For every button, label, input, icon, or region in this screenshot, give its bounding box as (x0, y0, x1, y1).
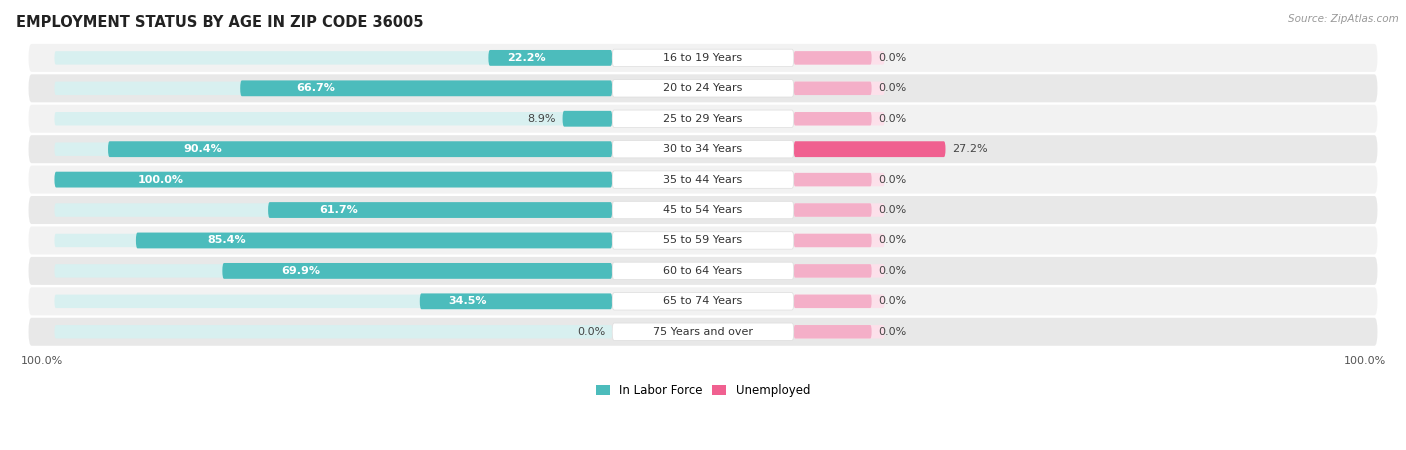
FancyBboxPatch shape (794, 295, 872, 308)
Text: 55 to 59 Years: 55 to 59 Years (664, 235, 742, 245)
FancyBboxPatch shape (28, 196, 1378, 224)
FancyBboxPatch shape (55, 173, 612, 186)
FancyBboxPatch shape (794, 51, 872, 65)
FancyBboxPatch shape (794, 112, 884, 126)
FancyBboxPatch shape (28, 74, 1378, 102)
FancyBboxPatch shape (488, 50, 612, 66)
FancyBboxPatch shape (794, 51, 884, 65)
Text: 0.0%: 0.0% (879, 205, 907, 215)
FancyBboxPatch shape (612, 232, 794, 249)
FancyBboxPatch shape (55, 203, 612, 217)
Text: 100.0%: 100.0% (138, 175, 184, 184)
FancyBboxPatch shape (28, 135, 1378, 163)
FancyBboxPatch shape (794, 112, 872, 126)
FancyBboxPatch shape (240, 81, 612, 96)
FancyBboxPatch shape (136, 233, 612, 248)
FancyBboxPatch shape (222, 263, 612, 279)
FancyBboxPatch shape (28, 166, 1378, 194)
FancyBboxPatch shape (612, 49, 794, 67)
FancyBboxPatch shape (794, 81, 872, 95)
FancyBboxPatch shape (794, 234, 884, 247)
FancyBboxPatch shape (612, 140, 794, 158)
FancyBboxPatch shape (28, 288, 1378, 315)
FancyBboxPatch shape (28, 318, 1378, 346)
FancyBboxPatch shape (794, 264, 884, 278)
FancyBboxPatch shape (28, 257, 1378, 285)
FancyBboxPatch shape (794, 203, 872, 217)
Legend: In Labor Force, Unemployed: In Labor Force, Unemployed (591, 380, 815, 402)
FancyBboxPatch shape (55, 112, 612, 126)
Text: 65 to 74 Years: 65 to 74 Years (664, 296, 742, 306)
FancyBboxPatch shape (612, 110, 794, 127)
FancyBboxPatch shape (612, 80, 794, 97)
Text: 85.4%: 85.4% (207, 235, 246, 245)
FancyBboxPatch shape (55, 143, 612, 156)
Text: 90.4%: 90.4% (184, 144, 222, 154)
FancyBboxPatch shape (28, 105, 1378, 133)
FancyBboxPatch shape (794, 234, 872, 247)
FancyBboxPatch shape (55, 295, 612, 308)
FancyBboxPatch shape (794, 143, 884, 156)
FancyBboxPatch shape (794, 173, 884, 186)
FancyBboxPatch shape (28, 44, 1378, 72)
Text: 0.0%: 0.0% (879, 235, 907, 245)
Text: 0.0%: 0.0% (879, 296, 907, 306)
Text: 0.0%: 0.0% (879, 327, 907, 337)
FancyBboxPatch shape (55, 172, 612, 188)
FancyBboxPatch shape (794, 173, 872, 186)
Text: 0.0%: 0.0% (879, 175, 907, 184)
FancyBboxPatch shape (794, 203, 884, 217)
Text: 75 Years and over: 75 Years and over (652, 327, 754, 337)
FancyBboxPatch shape (794, 264, 872, 278)
Text: 0.0%: 0.0% (879, 266, 907, 276)
Text: 20 to 24 Years: 20 to 24 Years (664, 83, 742, 93)
FancyBboxPatch shape (562, 111, 612, 126)
FancyBboxPatch shape (794, 81, 884, 95)
FancyBboxPatch shape (28, 226, 1378, 254)
Text: 25 to 29 Years: 25 to 29 Years (664, 114, 742, 124)
FancyBboxPatch shape (55, 81, 612, 95)
FancyBboxPatch shape (612, 292, 794, 310)
FancyBboxPatch shape (612, 171, 794, 188)
Text: 34.5%: 34.5% (449, 296, 486, 306)
FancyBboxPatch shape (794, 295, 884, 308)
FancyBboxPatch shape (794, 325, 884, 338)
FancyBboxPatch shape (108, 141, 612, 157)
Text: 0.0%: 0.0% (879, 114, 907, 124)
FancyBboxPatch shape (420, 293, 612, 309)
Text: 16 to 19 Years: 16 to 19 Years (664, 53, 742, 63)
FancyBboxPatch shape (612, 262, 794, 279)
Text: 0.0%: 0.0% (879, 53, 907, 63)
Text: Source: ZipAtlas.com: Source: ZipAtlas.com (1288, 14, 1399, 23)
Text: 45 to 54 Years: 45 to 54 Years (664, 205, 742, 215)
Text: 8.9%: 8.9% (527, 114, 557, 124)
FancyBboxPatch shape (55, 264, 612, 278)
Text: 30 to 34 Years: 30 to 34 Years (664, 144, 742, 154)
Text: 0.0%: 0.0% (879, 83, 907, 93)
Text: EMPLOYMENT STATUS BY AGE IN ZIP CODE 36005: EMPLOYMENT STATUS BY AGE IN ZIP CODE 360… (15, 15, 423, 30)
Text: 60 to 64 Years: 60 to 64 Years (664, 266, 742, 276)
FancyBboxPatch shape (612, 323, 794, 341)
Text: 27.2%: 27.2% (952, 144, 987, 154)
Text: 22.2%: 22.2% (508, 53, 546, 63)
Text: 61.7%: 61.7% (319, 205, 359, 215)
Text: 35 to 44 Years: 35 to 44 Years (664, 175, 742, 184)
Text: 69.9%: 69.9% (281, 266, 319, 276)
FancyBboxPatch shape (794, 325, 872, 338)
FancyBboxPatch shape (55, 51, 612, 65)
FancyBboxPatch shape (55, 325, 612, 338)
FancyBboxPatch shape (612, 201, 794, 219)
FancyBboxPatch shape (794, 141, 945, 157)
Text: 0.0%: 0.0% (578, 327, 606, 337)
FancyBboxPatch shape (55, 234, 612, 247)
FancyBboxPatch shape (269, 202, 612, 218)
Text: 66.7%: 66.7% (297, 83, 335, 93)
